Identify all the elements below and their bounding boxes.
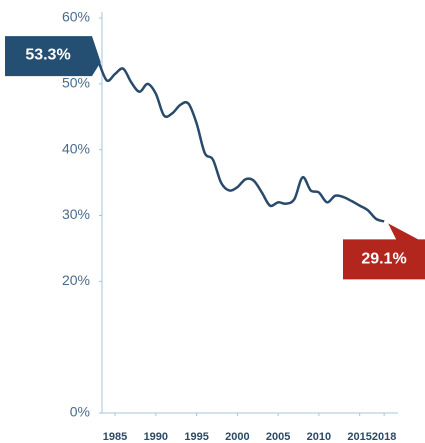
y-tick-label: 60% bbox=[62, 9, 90, 25]
line bbox=[97, 61, 385, 223]
y-tick-label: 40% bbox=[62, 140, 90, 156]
x-tick-label: 2005 bbox=[266, 431, 290, 443]
start-label: 53.3% bbox=[25, 46, 70, 63]
end-label: 29.1% bbox=[361, 251, 406, 268]
x-tick-label: 2018 bbox=[372, 431, 396, 443]
start-callout bbox=[5, 36, 101, 77]
x-tick-label: 1990 bbox=[144, 431, 168, 443]
y-tick-label: 30% bbox=[62, 206, 90, 222]
x-tick-label: 2015 bbox=[347, 431, 371, 443]
y-tick-label: 20% bbox=[62, 272, 90, 288]
x-tick-label: 2010 bbox=[307, 431, 331, 443]
y-tick-label: 50% bbox=[62, 75, 90, 91]
x-tick-label: 1995 bbox=[184, 431, 208, 443]
x-tick-label: 1985 bbox=[103, 431, 127, 443]
x-tick-label: 2000 bbox=[225, 431, 249, 443]
y-tick-label: 0% bbox=[70, 404, 90, 420]
end-callout bbox=[343, 223, 425, 280]
